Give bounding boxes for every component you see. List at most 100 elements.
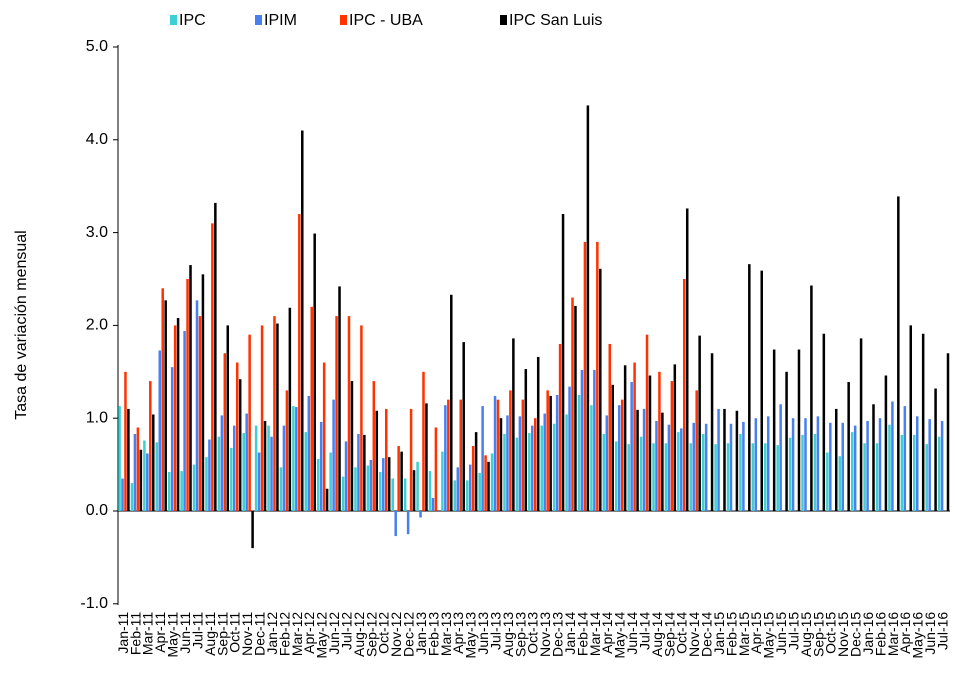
- bar: [412, 470, 416, 511]
- bar: [633, 362, 636, 511]
- legend-label: IPC - UBA: [349, 12, 423, 29]
- legend-swatch: [500, 15, 507, 25]
- bar: [484, 455, 487, 511]
- bar: [602, 433, 606, 511]
- bar: [173, 325, 177, 511]
- bar: [220, 415, 224, 511]
- bar: [934, 388, 937, 511]
- x-tick-label: Jan-13: [413, 612, 429, 655]
- bar: [593, 369, 596, 511]
- bar: [695, 390, 698, 511]
- bar: [797, 349, 801, 511]
- bar: [288, 307, 292, 511]
- bar: [565, 414, 568, 511]
- x-tick-label: Oct-13: [525, 612, 541, 654]
- bar: [850, 432, 854, 511]
- bar: [158, 350, 162, 511]
- bar: [136, 427, 140, 511]
- bar: [382, 458, 385, 511]
- x-tick-label: Apr-15: [748, 612, 764, 654]
- bar: [403, 478, 407, 511]
- bar: [422, 371, 425, 511]
- bar: [384, 408, 388, 511]
- bar: [561, 214, 565, 512]
- bar: [630, 382, 633, 511]
- bar: [571, 297, 574, 511]
- bar: [325, 488, 329, 511]
- bar: [940, 420, 944, 511]
- bar: [453, 480, 457, 511]
- bar: [387, 457, 391, 511]
- x-tick-label: May-16: [910, 612, 926, 659]
- bar: [685, 208, 689, 512]
- bar: [816, 416, 820, 511]
- bar: [465, 480, 469, 511]
- bar: [574, 305, 577, 511]
- x-tick-label: Dec-15: [848, 612, 864, 657]
- bar: [506, 415, 509, 511]
- bar: [292, 406, 295, 511]
- bar: [683, 279, 686, 511]
- bar: [925, 444, 928, 511]
- bar: [205, 457, 208, 511]
- bar: [366, 465, 370, 511]
- bar: [242, 433, 245, 511]
- bar: [450, 294, 453, 511]
- bar: [710, 353, 714, 511]
- x-tick-label: May-15: [761, 612, 777, 659]
- x-tick-label: Feb-12: [276, 612, 292, 657]
- bar: [425, 403, 428, 511]
- bar: [223, 353, 227, 511]
- x-tick-label: Nov-15: [835, 612, 851, 657]
- bar: [853, 425, 857, 511]
- bar: [341, 476, 345, 511]
- bar: [512, 338, 515, 511]
- bar: [155, 442, 159, 511]
- x-tick-label: Oct-11: [227, 612, 243, 653]
- bar: [742, 421, 745, 511]
- bar: [785, 371, 788, 511]
- bar: [677, 432, 680, 511]
- bar: [838, 456, 842, 511]
- bar: [133, 433, 137, 511]
- bar: [776, 445, 779, 511]
- bar: [714, 444, 717, 511]
- bar: [878, 418, 882, 511]
- bar: [521, 399, 525, 511]
- bar: [636, 409, 639, 511]
- bar: [322, 362, 326, 511]
- bar: [201, 274, 205, 511]
- bar: [518, 416, 522, 511]
- bar: [536, 356, 540, 511]
- bar: [788, 437, 792, 511]
- x-tick-label: Jul-16: [934, 612, 950, 650]
- legend-label: IPIM: [264, 12, 297, 29]
- x-tick-label: Jun-15: [773, 612, 789, 655]
- bar: [810, 285, 813, 511]
- bar: [670, 381, 674, 511]
- bar: [664, 443, 668, 511]
- bar: [552, 423, 556, 511]
- bar: [813, 433, 817, 511]
- bar: [801, 434, 804, 511]
- x-tick-label: Nov-11: [239, 612, 255, 656]
- y-tick-label: 3.0: [86, 224, 108, 241]
- bar: [909, 325, 913, 511]
- legend-swatch: [340, 15, 347, 25]
- x-tick-label: May-12: [314, 612, 330, 659]
- x-tick-label: Sep-14: [661, 612, 677, 657]
- bar: [946, 353, 950, 511]
- bar: [748, 264, 751, 511]
- bar: [338, 286, 341, 511]
- x-tick-label: Mar-12: [289, 612, 305, 657]
- x-tick-label: Oct-14: [674, 612, 690, 654]
- legend-label: IPC: [179, 12, 206, 29]
- x-tick-label: Nov-14: [686, 612, 702, 657]
- bar: [344, 441, 348, 511]
- x-tick-label: Jun-13: [475, 612, 491, 655]
- x-tick-label: Apr-16: [897, 612, 913, 654]
- bar: [726, 443, 730, 511]
- bar: [313, 233, 316, 511]
- bar: [226, 325, 230, 511]
- bar: [599, 268, 602, 511]
